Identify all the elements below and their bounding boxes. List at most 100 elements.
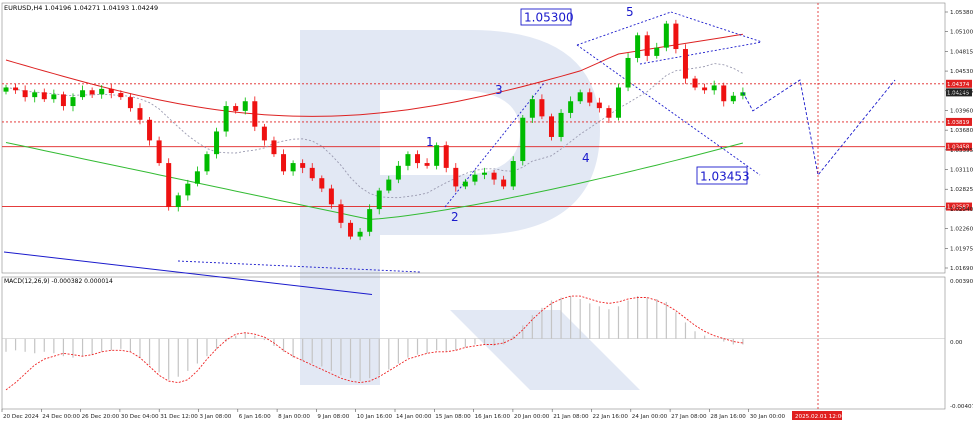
time-tick-label: 21 Jan 08:00 xyxy=(553,414,589,420)
current-price-label: 1.04249 xyxy=(947,90,970,96)
macd-tick-label: -0.004076 xyxy=(950,404,973,410)
candle-bull xyxy=(175,195,181,208)
macd-tick-label: 0.00 xyxy=(950,340,963,346)
candle-bear xyxy=(682,49,688,79)
wedge-lower-line xyxy=(639,41,763,65)
candle-bull xyxy=(214,131,220,155)
time-tick-label: 16 Jan 16:00 xyxy=(475,414,511,420)
candle-bull xyxy=(472,174,478,182)
candle-bear xyxy=(147,119,153,141)
candle-bear xyxy=(13,87,19,91)
forecast-time-box xyxy=(792,411,842,420)
candle-bear xyxy=(89,90,95,95)
time-tick-label: 31 Dec 12:00 xyxy=(160,414,198,420)
forecast-line xyxy=(742,79,896,177)
candle-bull xyxy=(654,47,660,56)
candle-bull xyxy=(386,179,392,191)
candle-bull xyxy=(625,57,631,88)
time-tick-label: 3 Jan 08:00 xyxy=(200,414,232,420)
candle-bear xyxy=(156,140,162,164)
wave-label: 3 xyxy=(495,83,503,97)
candles xyxy=(3,19,746,241)
candle-bull xyxy=(434,145,440,166)
candle-bull xyxy=(529,99,535,118)
time-tick-label: 24 Dec 00:00 xyxy=(42,414,80,420)
time-tick-label: 20 Dec 2024 xyxy=(3,414,39,420)
candle-bear xyxy=(424,163,430,166)
candle-bear xyxy=(127,97,133,109)
candle-bear xyxy=(41,92,47,100)
ma-green-line xyxy=(5,142,744,220)
candle-bear xyxy=(338,204,344,223)
candle-bear xyxy=(261,126,267,141)
channel-solid-line xyxy=(3,251,373,295)
candle-bull xyxy=(32,92,38,98)
price-tick-label: 1.04815 xyxy=(950,49,973,55)
candle-bull xyxy=(80,90,86,98)
candle-bull xyxy=(740,92,746,96)
candle-bull xyxy=(482,172,487,175)
level-lines: 1.04374 1.03819 1.03458 1.02587 1.04249 xyxy=(2,79,972,211)
candle-bear xyxy=(415,154,421,164)
price-tick-label: 1.05380 xyxy=(950,10,973,16)
boxed-label-text: 1.05300 xyxy=(524,11,574,25)
candle-bear xyxy=(491,172,497,180)
candle-bull xyxy=(635,35,641,58)
candle-bear xyxy=(271,140,277,155)
wave-3-line xyxy=(444,81,546,208)
price-tick-label: 1.02825 xyxy=(950,187,973,193)
level-tag xyxy=(946,202,972,211)
time-tick-label: 24 Jan 00:00 xyxy=(632,414,668,420)
candle-bull xyxy=(663,23,669,48)
candle-bull xyxy=(711,85,717,91)
candle-bear xyxy=(22,90,28,98)
forecast-time-label: 2025.02.01 12:00 xyxy=(795,414,845,420)
time-tick-label: 26 Dec 20:00 xyxy=(82,414,120,420)
candle-bear xyxy=(233,106,239,111)
wave-5-lower-line xyxy=(576,44,761,176)
macd-panel xyxy=(2,295,945,391)
candle-bull xyxy=(204,154,210,172)
wedge-upper-line xyxy=(670,11,763,43)
macd-signal-line xyxy=(5,295,743,391)
candle-bear xyxy=(319,178,325,189)
candle-bull xyxy=(558,112,564,137)
macd-tick-label: 0.003907 xyxy=(950,279,973,285)
wave-annotations: 1 2 3 4 5 1.05300 1.03453 xyxy=(426,5,750,224)
candle-bear xyxy=(692,78,698,88)
time-tick-label: 14 Jan 00:00 xyxy=(396,414,432,420)
candle-bull xyxy=(290,163,296,172)
candle-bull xyxy=(568,101,574,113)
candle-bear xyxy=(166,163,172,208)
candle-bear xyxy=(348,222,354,237)
candle-bull xyxy=(615,87,621,118)
candle-bear xyxy=(443,145,449,168)
watermark-tail xyxy=(450,310,640,390)
time-tick-label: 22 Jan 16:00 xyxy=(593,414,629,420)
price-tick-label: 1.03110 xyxy=(950,168,973,174)
price-tick-label: 1.03680 xyxy=(950,128,973,134)
price-tick-label: 1.01690 xyxy=(950,266,973,272)
candle-bear xyxy=(539,99,545,117)
candle-bear xyxy=(108,88,114,93)
wave-label: 2 xyxy=(451,210,459,224)
candle-bull xyxy=(70,97,76,107)
candle-bull xyxy=(577,92,583,102)
time-tick-label: 6 Jan 16:00 xyxy=(239,414,271,420)
candle-bear xyxy=(252,101,258,127)
candle-bull xyxy=(223,106,229,132)
price-tick-label: 1.02540 xyxy=(950,207,973,213)
macd-title: MACD(12,26,9) -0.000382 0.000014 xyxy=(4,278,113,285)
price-tick-label: 1.04530 xyxy=(950,69,973,75)
forecast-path xyxy=(742,79,896,177)
time-tick-label: 10 Jan 16:00 xyxy=(357,414,393,420)
level-tag-label: 1.03819 xyxy=(947,120,970,126)
candle-bull xyxy=(376,190,382,210)
candle-bear xyxy=(644,35,650,56)
price-tick-label: 1.04245 xyxy=(950,89,973,95)
price-tick-label: 1.03960 xyxy=(950,108,973,114)
candle-bull xyxy=(99,88,105,95)
candle-bear xyxy=(606,108,612,118)
candle-bear xyxy=(587,92,593,103)
